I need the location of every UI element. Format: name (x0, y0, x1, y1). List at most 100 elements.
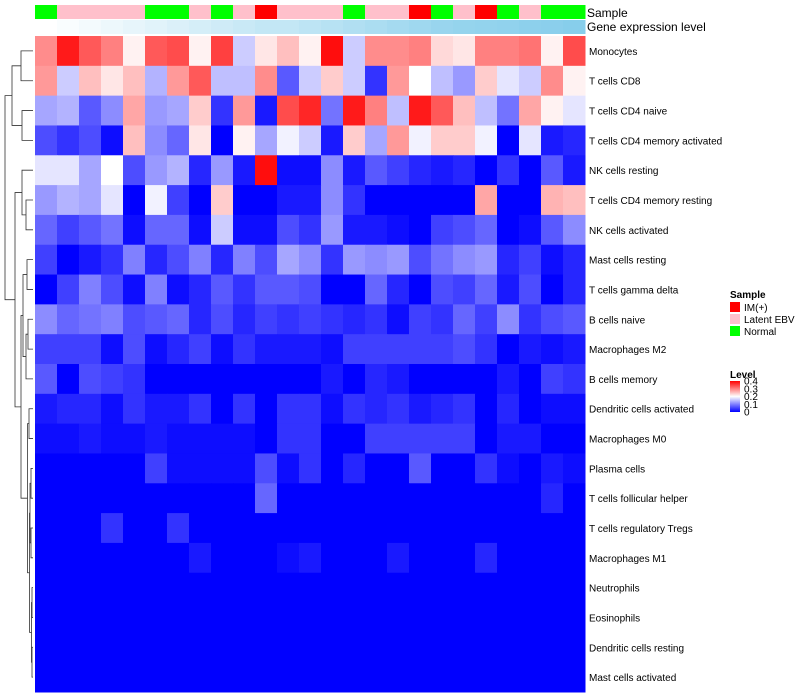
heatmap-cell (123, 453, 146, 484)
heatmap-cell (519, 662, 542, 693)
heatmap-cell (35, 65, 58, 97)
heatmap-cell (497, 364, 520, 395)
heatmap-cell (123, 513, 146, 544)
heatmap-cell (167, 334, 190, 365)
heatmap-cell (101, 304, 124, 335)
heatmap-cell (277, 423, 300, 454)
heatmap-cell (35, 125, 58, 156)
heatmap-cell (387, 155, 410, 186)
heatmap-cell (211, 155, 234, 186)
heatmap-cell (277, 244, 300, 276)
heatmap-cell (563, 185, 586, 216)
heatmap-cell (233, 483, 256, 514)
heatmap-cell (321, 155, 344, 186)
heatmap-cell (321, 632, 344, 663)
level-legend-title: Level (730, 370, 756, 381)
heatmap-cell (299, 214, 322, 246)
heatmap-cell (541, 334, 564, 365)
heatmap-cell (343, 393, 366, 425)
heatmap-cell (255, 185, 278, 216)
heatmap-cell (475, 602, 498, 633)
level-tick-label: 0.4 (744, 377, 758, 388)
heatmap-cell (321, 304, 344, 335)
heatmap-cell (277, 65, 300, 97)
heatmap-cell (101, 244, 124, 276)
heatmap-cell (541, 214, 564, 246)
heatmap-cell (563, 65, 586, 97)
heatmap-cell (101, 513, 124, 544)
heatmap-cell (233, 95, 256, 126)
sample-annotation-cell (497, 5, 520, 19)
heatmap-cell (277, 572, 300, 604)
dendrogram-branch (11, 65, 22, 126)
heatmap-cell (255, 244, 278, 276)
heatmap-cell (145, 483, 168, 514)
dendrogram-branch (20, 50, 33, 82)
heatmap-cell (563, 274, 586, 305)
heatmap-cell (409, 125, 432, 156)
heatmap-cell (101, 125, 124, 156)
heatmap-cell (365, 95, 388, 126)
heatmap-cell (211, 632, 234, 663)
heatmap-cell (519, 185, 542, 216)
heatmap-cell (57, 125, 80, 156)
heatmap-cell (79, 125, 102, 156)
row-label: Macrophages M2 (589, 345, 667, 356)
heatmap-cell (563, 125, 586, 156)
sample-annotation-cell (453, 5, 476, 19)
heatmap-cell (365, 155, 388, 186)
heatmap-cell (563, 155, 586, 186)
heatmap-cell (475, 155, 498, 186)
sample-annotation-cell (343, 5, 366, 19)
heatmap-cell (497, 36, 520, 67)
heatmap-cell (145, 334, 168, 365)
heatmap-cell (365, 423, 388, 454)
heatmap-cell (255, 65, 278, 97)
heatmap-cell (321, 423, 344, 454)
heatmap-cell (145, 364, 168, 395)
heatmap-cell (277, 304, 300, 335)
heatmap-cell (123, 304, 146, 335)
heatmap-cell (79, 185, 102, 216)
sample-legend-swatch (730, 326, 740, 336)
heatmap-cell (343, 65, 366, 97)
heatmap-cell (299, 334, 322, 365)
heatmap-cell (211, 453, 234, 484)
heatmap-cell (343, 36, 366, 67)
heatmap-cell (79, 364, 102, 395)
heatmap-cell (475, 364, 498, 395)
heatmap-cell (321, 125, 344, 156)
heatmap-cell (343, 542, 366, 574)
heatmap-cell (541, 513, 564, 544)
heatmap-cell (497, 662, 520, 693)
heatmap-cell (299, 572, 322, 604)
expression-annotation-cell (453, 20, 476, 34)
heatmap-cell (57, 304, 80, 335)
heatmap-cell (387, 602, 410, 633)
sample-annotation-cell (387, 5, 410, 19)
heatmap-cell (519, 125, 542, 156)
heatmap-cell (123, 632, 146, 663)
heatmap-cell (189, 423, 212, 454)
heatmap-cell (167, 304, 190, 335)
heatmap-cell (255, 95, 278, 126)
sample-annotation-cell (475, 5, 498, 19)
heatmap-cell (519, 632, 542, 663)
heatmap-cell (167, 572, 190, 604)
heatmap-cell (233, 36, 256, 67)
heatmap-cell (431, 214, 454, 246)
heatmap-cell (79, 513, 102, 544)
heatmap-cell (431, 662, 454, 693)
heatmap-cell (321, 36, 344, 67)
heatmap-cell (79, 214, 102, 246)
heatmap-cell (57, 632, 80, 663)
dendrogram-branch (31, 587, 33, 618)
heatmap-cell (57, 393, 80, 425)
heatmap-cell (79, 155, 102, 186)
heatmap-cell (189, 334, 212, 365)
heatmap-cell (541, 95, 564, 126)
heatmap-cell (299, 185, 322, 216)
row-label: Neutrophils (589, 584, 640, 595)
